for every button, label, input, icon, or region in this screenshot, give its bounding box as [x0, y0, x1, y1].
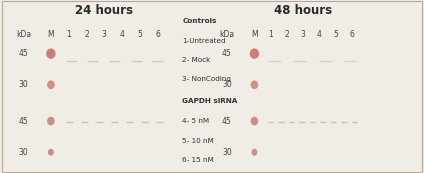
- Text: M: M: [251, 30, 258, 39]
- Text: GAPDH siRNA: GAPDH siRNA: [182, 98, 238, 104]
- Ellipse shape: [250, 48, 259, 59]
- Text: 48 hours: 48 hours: [274, 4, 332, 17]
- Text: Controls: Controls: [182, 18, 217, 24]
- Text: 30: 30: [222, 80, 232, 89]
- Text: 6- 15 nM: 6- 15 nM: [182, 157, 214, 163]
- Text: 3: 3: [301, 30, 306, 39]
- Text: 24 hours: 24 hours: [75, 4, 133, 17]
- Text: 4: 4: [317, 30, 322, 39]
- Text: 30: 30: [19, 80, 28, 89]
- Text: 2- Mock: 2- Mock: [182, 57, 211, 63]
- Text: 1-Untreated: 1-Untreated: [182, 38, 226, 44]
- Text: 4: 4: [120, 30, 125, 39]
- Text: kDa: kDa: [219, 30, 234, 39]
- Text: 5: 5: [137, 30, 142, 39]
- Text: 5: 5: [333, 30, 338, 39]
- Ellipse shape: [251, 149, 257, 156]
- Text: 6: 6: [349, 30, 354, 39]
- Text: 45: 45: [222, 117, 232, 126]
- Ellipse shape: [251, 117, 258, 125]
- Ellipse shape: [48, 149, 54, 156]
- Text: 1: 1: [66, 30, 71, 39]
- Text: 3- NonCoding: 3- NonCoding: [182, 76, 232, 82]
- Text: M: M: [47, 30, 54, 39]
- Text: 45: 45: [19, 117, 28, 126]
- Text: 4- 5 nM: 4- 5 nM: [182, 118, 209, 124]
- Text: 30: 30: [19, 148, 28, 157]
- Ellipse shape: [47, 80, 55, 89]
- Text: 2: 2: [285, 30, 290, 39]
- Text: 3: 3: [102, 30, 107, 39]
- Text: 6: 6: [155, 30, 160, 39]
- Text: 2: 2: [84, 30, 89, 39]
- Ellipse shape: [251, 80, 258, 89]
- Ellipse shape: [46, 48, 56, 59]
- Text: 30: 30: [222, 148, 232, 157]
- Text: 45: 45: [222, 49, 232, 58]
- Text: kDa: kDa: [16, 30, 31, 39]
- Text: 5- 10 nM: 5- 10 nM: [182, 138, 214, 144]
- Text: 1: 1: [268, 30, 273, 39]
- Text: 45: 45: [19, 49, 28, 58]
- Ellipse shape: [47, 117, 55, 125]
